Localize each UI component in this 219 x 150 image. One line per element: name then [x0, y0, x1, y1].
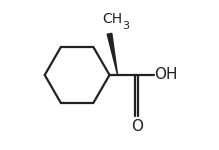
Text: CH: CH	[102, 12, 122, 26]
Text: O: O	[131, 119, 143, 134]
Text: 3: 3	[122, 21, 129, 31]
Text: OH: OH	[154, 68, 178, 82]
Polygon shape	[107, 33, 118, 75]
